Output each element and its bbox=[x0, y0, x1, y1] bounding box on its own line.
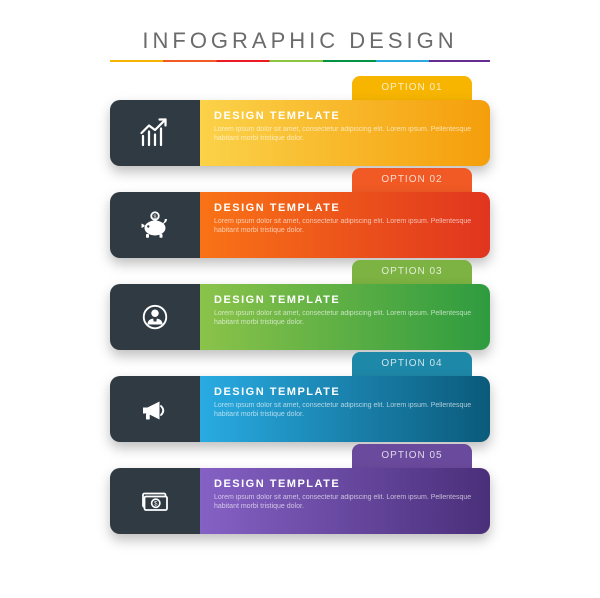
svg-text:$: $ bbox=[154, 214, 157, 220]
piggy-bank-icon: $ bbox=[110, 192, 200, 258]
option-tab: OPTION 03 bbox=[352, 260, 472, 284]
option-tab: OPTION 02 bbox=[352, 168, 472, 192]
row-content: DESIGN TEMPLATE Lorem ipsum dolor sit ame… bbox=[200, 376, 490, 442]
option-tab: OPTION 05 bbox=[352, 444, 472, 468]
header: INFOGRAPHIC DESIGN bbox=[0, 0, 600, 70]
infographic-row-3: OPTION 03 DESIGN TEMPLATE Lorem ipsum dolo… bbox=[110, 260, 490, 338]
page-title: INFOGRAPHIC DESIGN bbox=[0, 28, 600, 54]
infographic-row-2: OPTION 02 $ DESIGN TEMPLATE Lorem ipsum dol… bbox=[110, 168, 490, 246]
row-description: Lorem ipsum dolor sit amet, consectetur … bbox=[214, 217, 476, 236]
row-description: Lorem ipsum dolor sit amet, consectetur … bbox=[214, 401, 476, 420]
row-content: DESIGN TEMPLATE Lorem ipsum dolor sit ame… bbox=[200, 192, 490, 258]
row-bar: DESIGN TEMPLATE Lorem ipsum dolor sit ame… bbox=[110, 376, 490, 442]
row-subtitle: DESIGN TEMPLATE bbox=[214, 478, 476, 490]
row-content: DESIGN TEMPLATE Lorem ipsum dolor sit ame… bbox=[200, 100, 490, 166]
infographic-row-5: OPTION 05$DESIGN TEMPLATELorem ipsum dol… bbox=[110, 444, 490, 522]
growth-chart-icon bbox=[110, 100, 200, 166]
person-circle-icon bbox=[110, 284, 200, 350]
row-content: DESIGN TEMPLATE Lorem ipsum dolor sit ame… bbox=[200, 284, 490, 350]
row-subtitle: DESIGN TEMPLATE bbox=[214, 294, 476, 306]
infographic-stage: OPTION 01 DESIGN TEMPLATE Lorem ipsum dolo… bbox=[0, 76, 600, 576]
row-description: Lorem ipsum dolor sit amet, consectetur … bbox=[214, 125, 476, 144]
row-bar: $ DESIGN TEMPLATE Lorem ipsum dolor sit am… bbox=[110, 468, 490, 534]
row-description: Lorem ipsum dolor sit amet, consectetur … bbox=[214, 493, 476, 512]
infographic-row-1: OPTION 01 DESIGN TEMPLATE Lorem ipsum dolo… bbox=[110, 76, 490, 154]
infographic-row-4: OPTION 04 DESIGN TEMPLATE Lorem ipsum dolo… bbox=[110, 352, 490, 430]
rainbow-divider bbox=[110, 60, 490, 62]
row-subtitle: DESIGN TEMPLATE bbox=[214, 110, 476, 122]
row-bar: $ DESIGN TEMPLATE Lorem ipsum dolor sit am… bbox=[110, 192, 490, 258]
row-subtitle: DESIGN TEMPLATE bbox=[214, 386, 476, 398]
row-bar: DESIGN TEMPLATE Lorem ipsum dolor sit ame… bbox=[110, 100, 490, 166]
row-content: DESIGN TEMPLATE Lorem ipsum dolor sit ame… bbox=[200, 468, 490, 534]
money-bill-icon: $ bbox=[110, 468, 200, 534]
row-subtitle: DESIGN TEMPLATE bbox=[214, 202, 476, 214]
option-tab: OPTION 01 bbox=[352, 76, 472, 100]
row-description: Lorem ipsum dolor sit amet, consectetur … bbox=[214, 309, 476, 328]
option-tab: OPTION 04 bbox=[352, 352, 472, 376]
megaphone-icon bbox=[110, 376, 200, 442]
row-bar: DESIGN TEMPLATE Lorem ipsum dolor sit ame… bbox=[110, 284, 490, 350]
